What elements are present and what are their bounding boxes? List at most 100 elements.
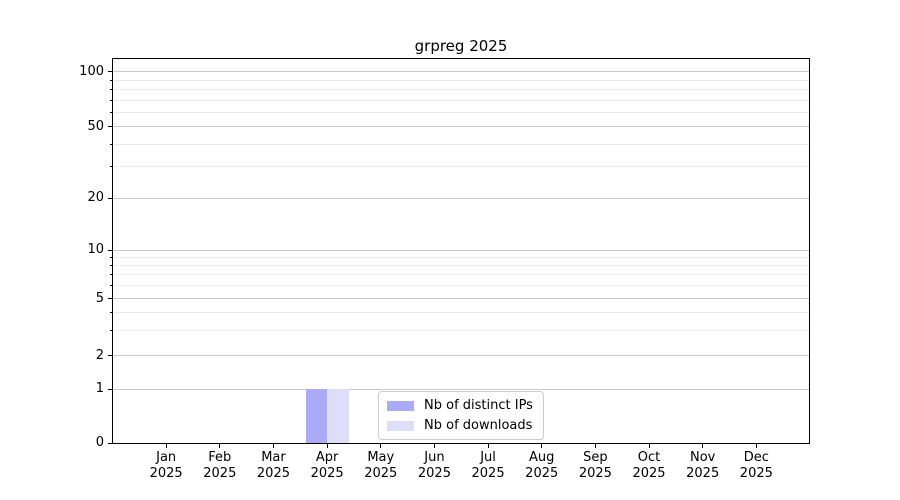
x-tick-year: 2025 xyxy=(578,466,612,481)
x-tick-label: Mar 2025 xyxy=(241,450,305,482)
x-tick-label: Nov 2025 xyxy=(671,450,735,482)
y-major-tick xyxy=(108,355,112,356)
gridline-minor xyxy=(113,256,809,258)
x-tick-month: Sep xyxy=(583,450,608,465)
x-tick-year: 2025 xyxy=(364,466,398,481)
gridline-minor xyxy=(113,166,809,168)
gridline-minor xyxy=(113,311,809,313)
y-major-tick xyxy=(108,388,112,390)
y-minor-tick xyxy=(110,166,112,168)
y-tick-label: 0 xyxy=(95,435,104,450)
x-tick-label: Jul 2025 xyxy=(456,450,520,482)
x-tick-label: Sep 2025 xyxy=(563,450,627,482)
y-minor-tick xyxy=(110,256,112,258)
x-tick-month: Feb xyxy=(208,450,232,465)
x-tick-year: 2025 xyxy=(203,466,237,481)
y-minor-tick xyxy=(110,111,112,113)
gridline-minor xyxy=(113,79,809,81)
gridline-major xyxy=(113,126,809,128)
x-tick-month: Oct xyxy=(637,450,661,465)
y-minor-tick xyxy=(110,143,112,145)
y-minor-tick xyxy=(110,79,112,81)
legend-swatch-nb-of-downloads xyxy=(387,420,414,431)
x-tick-month: Jun xyxy=(424,450,445,465)
gridline-minor xyxy=(113,143,809,145)
x-tick-label: Jan 2025 xyxy=(134,450,198,482)
x-tick-month: Mar xyxy=(261,450,286,465)
gridline-minor xyxy=(113,329,809,331)
y-major-tick xyxy=(108,71,112,73)
legend-label-nb-of-distinct-ips: Nb of distinct IPs xyxy=(424,398,533,413)
y-minor-tick xyxy=(110,285,112,287)
x-major-tick xyxy=(219,444,221,448)
x-tick-year: 2025 xyxy=(471,466,505,481)
chart-title: grpreg 2025 xyxy=(414,37,508,55)
x-tick-label: May 2025 xyxy=(349,450,413,482)
y-tick-label: 20 xyxy=(87,190,104,206)
x-major-tick xyxy=(487,444,489,448)
x-tick-month: Apr xyxy=(315,450,339,465)
legend: Nb of distinct IPs Nb of downloads xyxy=(378,391,544,440)
x-tick-label: Jun 2025 xyxy=(402,450,466,482)
legend-row: Nb of distinct IPs xyxy=(387,398,533,413)
x-tick-month: Aug xyxy=(529,450,555,465)
x-tick-year: 2025 xyxy=(256,466,290,481)
y-minor-tick xyxy=(110,88,112,90)
y-tick-label: 10 xyxy=(87,242,104,257)
plot-frame xyxy=(112,58,810,444)
x-tick-label: Oct 2025 xyxy=(617,450,681,482)
x-major-tick xyxy=(380,444,382,448)
y-tick-label: 5 xyxy=(95,290,104,306)
x-tick-month: Nov xyxy=(690,450,716,465)
y-minor-tick xyxy=(110,99,112,101)
gridline-minor xyxy=(113,274,809,276)
y-major-tick xyxy=(108,249,112,251)
x-tick-label: Feb 2025 xyxy=(188,450,252,482)
bar-nb-of-downloads xyxy=(327,389,349,443)
gridline-minor xyxy=(113,285,809,287)
x-tick-label: Dec 2025 xyxy=(724,450,788,482)
bar-nb-of-distinct-ips xyxy=(305,389,328,443)
x-tick-month: Jul xyxy=(480,450,496,465)
x-major-tick xyxy=(702,444,704,448)
gridline-major xyxy=(113,298,809,299)
x-tick-year: 2025 xyxy=(632,466,666,481)
gridline-minor xyxy=(113,99,809,101)
gridline-major xyxy=(113,388,809,390)
x-tick-month: May xyxy=(367,450,395,465)
x-tick-label: Apr 2025 xyxy=(295,450,359,482)
x-major-tick xyxy=(594,444,596,448)
x-major-tick xyxy=(541,444,543,448)
x-major-tick xyxy=(433,444,435,448)
gridline-minor xyxy=(113,111,809,113)
y-tick-label: 2 xyxy=(95,347,104,363)
y-major-tick xyxy=(108,442,112,444)
x-tick-year: 2025 xyxy=(149,466,183,481)
gridline-major xyxy=(113,355,809,356)
gridline-major xyxy=(113,71,809,73)
y-minor-tick xyxy=(110,274,112,276)
x-tick-month: Jan xyxy=(156,450,177,465)
x-tick-year: 2025 xyxy=(417,466,451,481)
y-minor-tick xyxy=(110,329,112,331)
y-minor-tick xyxy=(110,311,112,313)
y-tick-label: 1 xyxy=(95,381,104,397)
y-major-tick xyxy=(108,126,112,128)
x-major-tick xyxy=(326,444,328,448)
x-tick-year: 2025 xyxy=(525,466,559,481)
x-major-tick xyxy=(648,444,650,448)
gridline-minor xyxy=(113,88,809,90)
x-tick-year: 2025 xyxy=(739,466,773,481)
x-tick-label: Aug 2025 xyxy=(510,450,574,482)
gridline-major xyxy=(113,197,809,199)
legend-row: Nb of downloads xyxy=(387,418,533,433)
x-major-tick xyxy=(755,444,757,448)
y-major-tick xyxy=(108,298,112,299)
x-major-tick xyxy=(165,444,167,448)
x-tick-year: 2025 xyxy=(310,466,344,481)
y-minor-tick xyxy=(110,265,112,267)
x-tick-year: 2025 xyxy=(686,466,720,481)
gridline-minor xyxy=(113,265,809,267)
y-tick-label: 100 xyxy=(79,63,104,79)
